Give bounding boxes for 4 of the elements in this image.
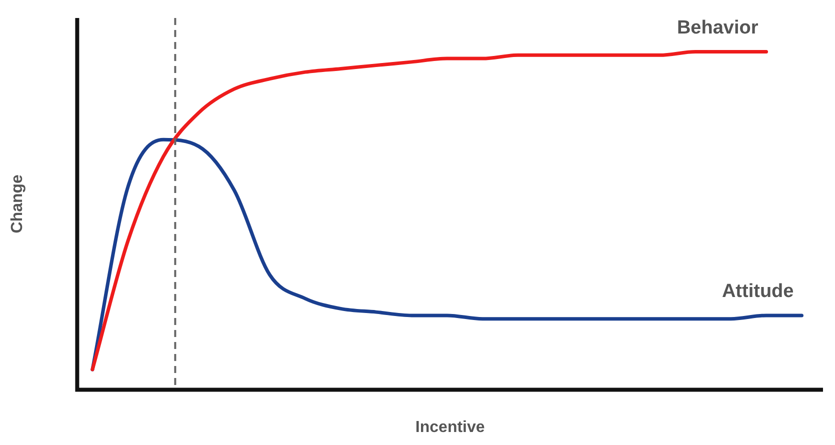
y-axis-title: Change — [9, 174, 26, 234]
x-axis-title: Incentive — [415, 418, 485, 436]
series-label: Behavior — [676, 18, 759, 39]
series-label: Attitude — [722, 281, 794, 302]
